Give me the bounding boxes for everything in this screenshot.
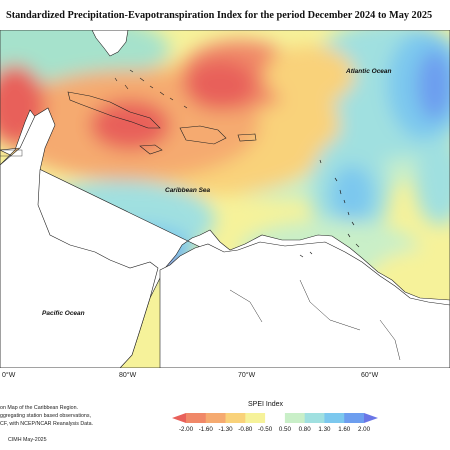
legend-tick-label: 0.50 bbox=[278, 426, 291, 433]
south-america-coast bbox=[159, 241, 450, 368]
legend-tick-label: -0.80 bbox=[238, 426, 253, 433]
longitude-label-90w: 0°W bbox=[2, 372, 16, 379]
note-line-3: CF, with NCEP/NCAR Reanalysis Data. bbox=[0, 421, 94, 427]
legend-swatch bbox=[172, 413, 186, 423]
legend-swatch bbox=[205, 413, 226, 423]
florida-land bbox=[91, 30, 129, 57]
legend-tick-label: -1.60 bbox=[198, 426, 213, 433]
longitude-label-60w: 60°W bbox=[361, 372, 379, 379]
note-line-1: on Map of the Caribbean Region. bbox=[0, 405, 79, 411]
legend-swatch bbox=[186, 413, 207, 423]
longitude-label-80w: 80°W bbox=[119, 372, 137, 379]
note-line-2: ggregating station based observations, bbox=[0, 413, 91, 419]
legend-tick-label: -0.50 bbox=[258, 426, 273, 433]
legend-tick-label: 0.80 bbox=[298, 426, 311, 433]
jamaica-land bbox=[139, 144, 163, 155]
atlantic-ocean-label: Atlantic Ocean bbox=[345, 68, 392, 75]
legend-swatch bbox=[245, 413, 266, 423]
legend-tick-label: -1.30 bbox=[218, 426, 233, 433]
cuba-land bbox=[67, 91, 161, 129]
map-title: Standardized Precipitation-Evapotranspir… bbox=[6, 10, 433, 21]
legend-tick-label: -2.00 bbox=[178, 426, 194, 433]
legend-swatch bbox=[284, 413, 305, 423]
yucatan-land bbox=[0, 107, 159, 368]
caribbean-sea-label: Caribbean Sea bbox=[165, 187, 211, 194]
legend-title: SPEI Index bbox=[248, 401, 284, 408]
south-america-rivers bbox=[229, 279, 401, 361]
legend-tick-label: 1.60 bbox=[338, 426, 351, 433]
puerto-rico-land bbox=[237, 133, 257, 142]
legend-tick-label: 2.00 bbox=[357, 426, 371, 433]
legend-swatch bbox=[304, 413, 325, 423]
legend-swatch bbox=[265, 413, 286, 423]
hispaniola-land bbox=[179, 125, 227, 145]
spei-map: Atlantic Ocean Caribbean Sea Pacific Oce… bbox=[0, 30, 450, 368]
spei-legend-colorbar bbox=[172, 413, 378, 423]
longitude-label-70w: 70°W bbox=[238, 372, 256, 379]
legend-swatch bbox=[364, 413, 378, 423]
bahamas-islands bbox=[114, 69, 188, 109]
pacific-ocean-label: Pacific Ocean bbox=[42, 310, 85, 317]
legend-swatch bbox=[324, 413, 345, 423]
legend-swatch bbox=[344, 413, 365, 423]
credit-label: CIMH May-2025 bbox=[8, 437, 47, 443]
legend-tick-label: 1.30 bbox=[318, 426, 331, 433]
legend-swatch bbox=[225, 413, 246, 423]
lesser-antilles bbox=[299, 159, 360, 258]
